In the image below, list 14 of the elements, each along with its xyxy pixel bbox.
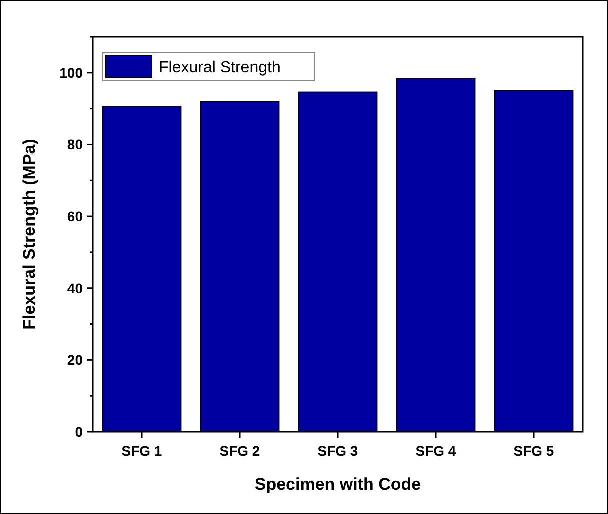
y-tick-label: 60 (67, 208, 84, 224)
y-tick-label: 80 (67, 136, 84, 153)
x-tick-label: SFG 4 (416, 443, 456, 459)
x-tick-label: SFG 3 (318, 443, 358, 459)
legend-label: Flexural Strength (159, 60, 281, 77)
y-tick-label: 100 (60, 64, 84, 81)
y-axis-title: Flexural Strength (MPa) (20, 139, 39, 330)
x-tick-label: SFG 2 (220, 443, 260, 459)
y-tick-label: 0 (75, 424, 84, 440)
y-tick-label: 40 (67, 280, 84, 296)
x-tick-label: SFG 5 (514, 443, 554, 459)
x-tick-label: SFG 1 (122, 443, 162, 459)
y-tick-label: 20 (67, 352, 84, 368)
x-axis-title: Specimen with Code (254, 475, 422, 494)
